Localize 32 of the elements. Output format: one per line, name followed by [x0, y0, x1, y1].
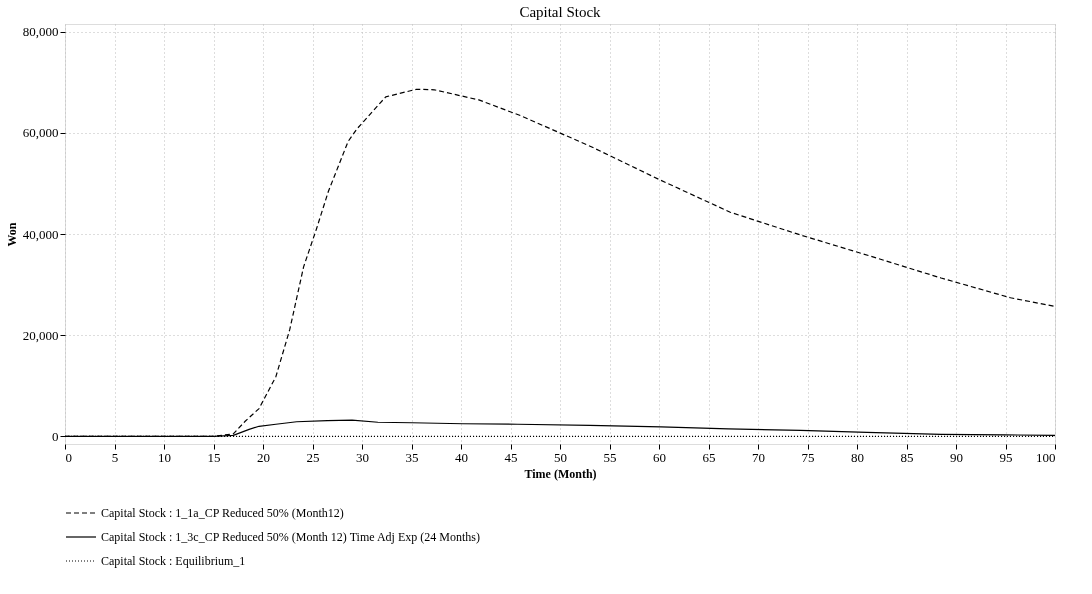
legend-label: Capital Stock : Equilibrium_1: [101, 554, 246, 568]
x-tick-label: 20: [257, 449, 270, 465]
x-axis-title: Time (Month): [524, 466, 597, 481]
x-tick-label: 30: [356, 449, 369, 465]
x-tick-label: 55: [603, 449, 617, 465]
legend-label: Capital Stock : 1_3c_CP Reduced 50% (Month 12) Time Adj Exp (24 Months): [101, 530, 480, 544]
y-tick-label: 20,000: [22, 327, 59, 343]
y-tick-label: 40,000: [22, 226, 59, 242]
legend-label: Capital Stock : 1_1a_CP Reduced 50% (Month12): [101, 506, 344, 520]
x-tick-label: 40: [455, 449, 468, 465]
x-tick-label: 35: [405, 449, 419, 465]
x-tick-label: 90: [950, 449, 963, 465]
x-tick-label: 5: [111, 449, 119, 465]
x-tick-label: 65: [702, 449, 716, 465]
x-tick-label: 75: [801, 449, 815, 465]
x-tick-label: 80: [851, 449, 864, 465]
y-axis-title: Won: [4, 222, 19, 247]
y-tick-label: 80,000: [22, 24, 59, 40]
x-tick-label: 10: [158, 449, 171, 465]
x-tick-label: 45: [504, 449, 518, 465]
x-tick-label: 95: [999, 449, 1013, 465]
chart-title: Capital Stock: [519, 4, 602, 20]
x-tick-label: 60: [653, 449, 666, 465]
x-tick-label: 70: [752, 449, 765, 465]
y-tick-label: 0: [52, 428, 59, 444]
y-tick-label: 60,000: [22, 125, 59, 141]
x-tick-label: 100: [1036, 449, 1056, 465]
x-tick-label: 85: [900, 449, 914, 465]
x-tick-label: 15: [207, 449, 221, 465]
x-tick-label: 0: [65, 449, 72, 465]
x-tick-label: 25: [306, 449, 320, 465]
x-tick-label: 50: [554, 449, 567, 465]
